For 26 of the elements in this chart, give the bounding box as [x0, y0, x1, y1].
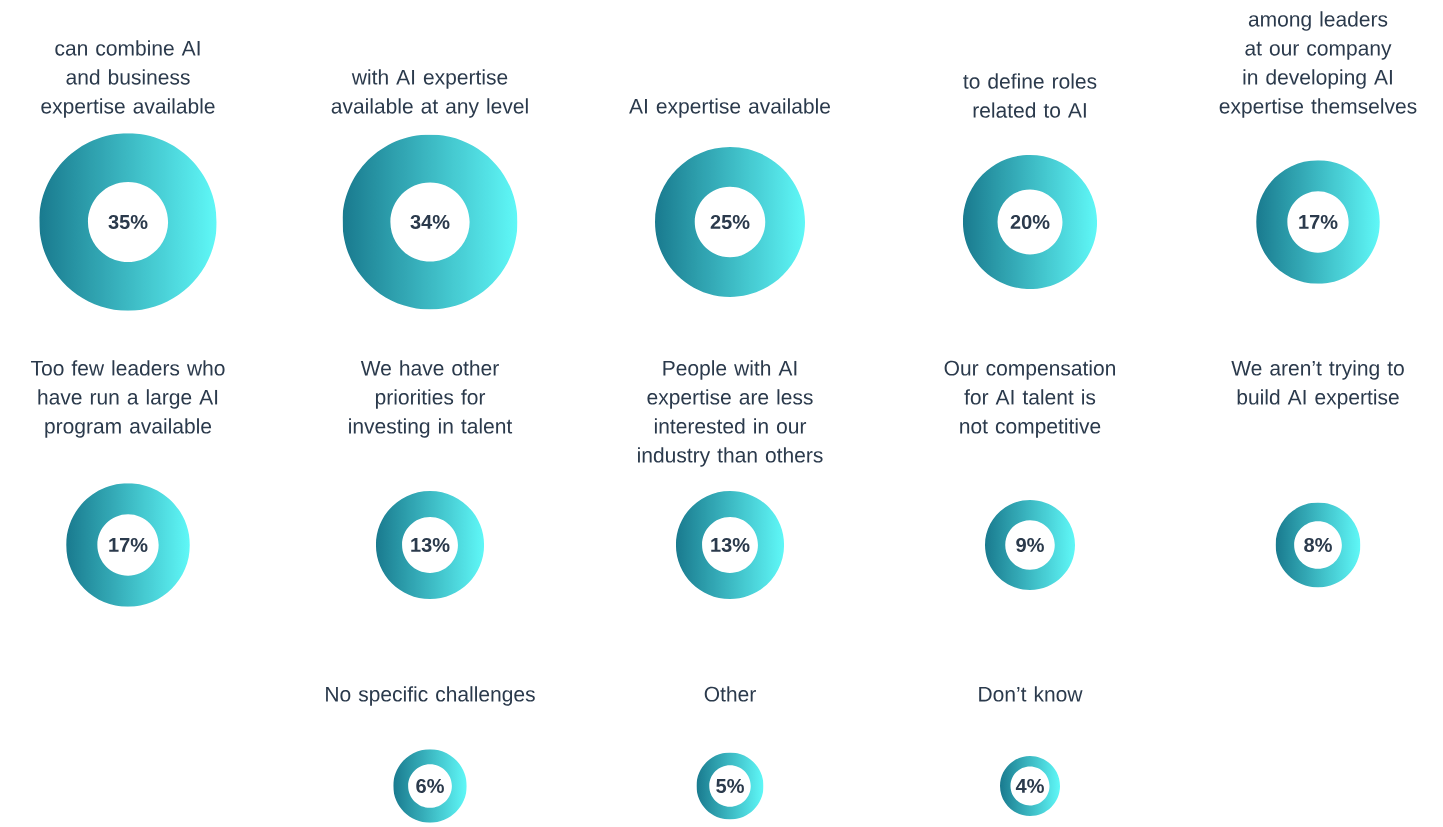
category-label: can combine AI and business expertise available [41, 40, 215, 118]
category-label: AI expertise available [629, 98, 830, 118]
category-label: Other [704, 686, 756, 702]
data-label: 4% [1015, 778, 1044, 794]
category-label: We have other priorities for investing in talent [349, 360, 513, 438]
data-label: 5% [716, 778, 744, 794]
category-label: to define roles related to AI [963, 73, 1097, 118]
data-label: 35% [108, 214, 148, 230]
data-label: 8% [1304, 537, 1332, 553]
category-label: Too few leaders who have run a large AI program available [31, 360, 225, 438]
category-label: We aren’t trying to build AI expertise [1231, 360, 1404, 409]
data-label: 20% [1010, 214, 1050, 230]
data-label: 13% [711, 537, 750, 553]
category-label: with AI expertise available at any level [331, 69, 528, 118]
data-label: 13% [411, 537, 450, 553]
data-label: 25% [710, 214, 750, 230]
data-label: 6% [416, 778, 444, 794]
category-label: No specific challenges [326, 686, 535, 706]
category-label: People with AI expertise are less interested in our industry than others [638, 360, 823, 467]
category-label: Our compensation for AI talent is not competitive [944, 360, 1115, 438]
data-label: 9% [1016, 537, 1044, 553]
category-label: among leaders at our company in developing AI expertise themselves [1219, 11, 1417, 118]
category-label: Don’t know [979, 686, 1083, 702]
data-label: 34% [410, 214, 450, 230]
data-label: 17% [1299, 214, 1338, 230]
data-label: 17% [109, 537, 148, 553]
